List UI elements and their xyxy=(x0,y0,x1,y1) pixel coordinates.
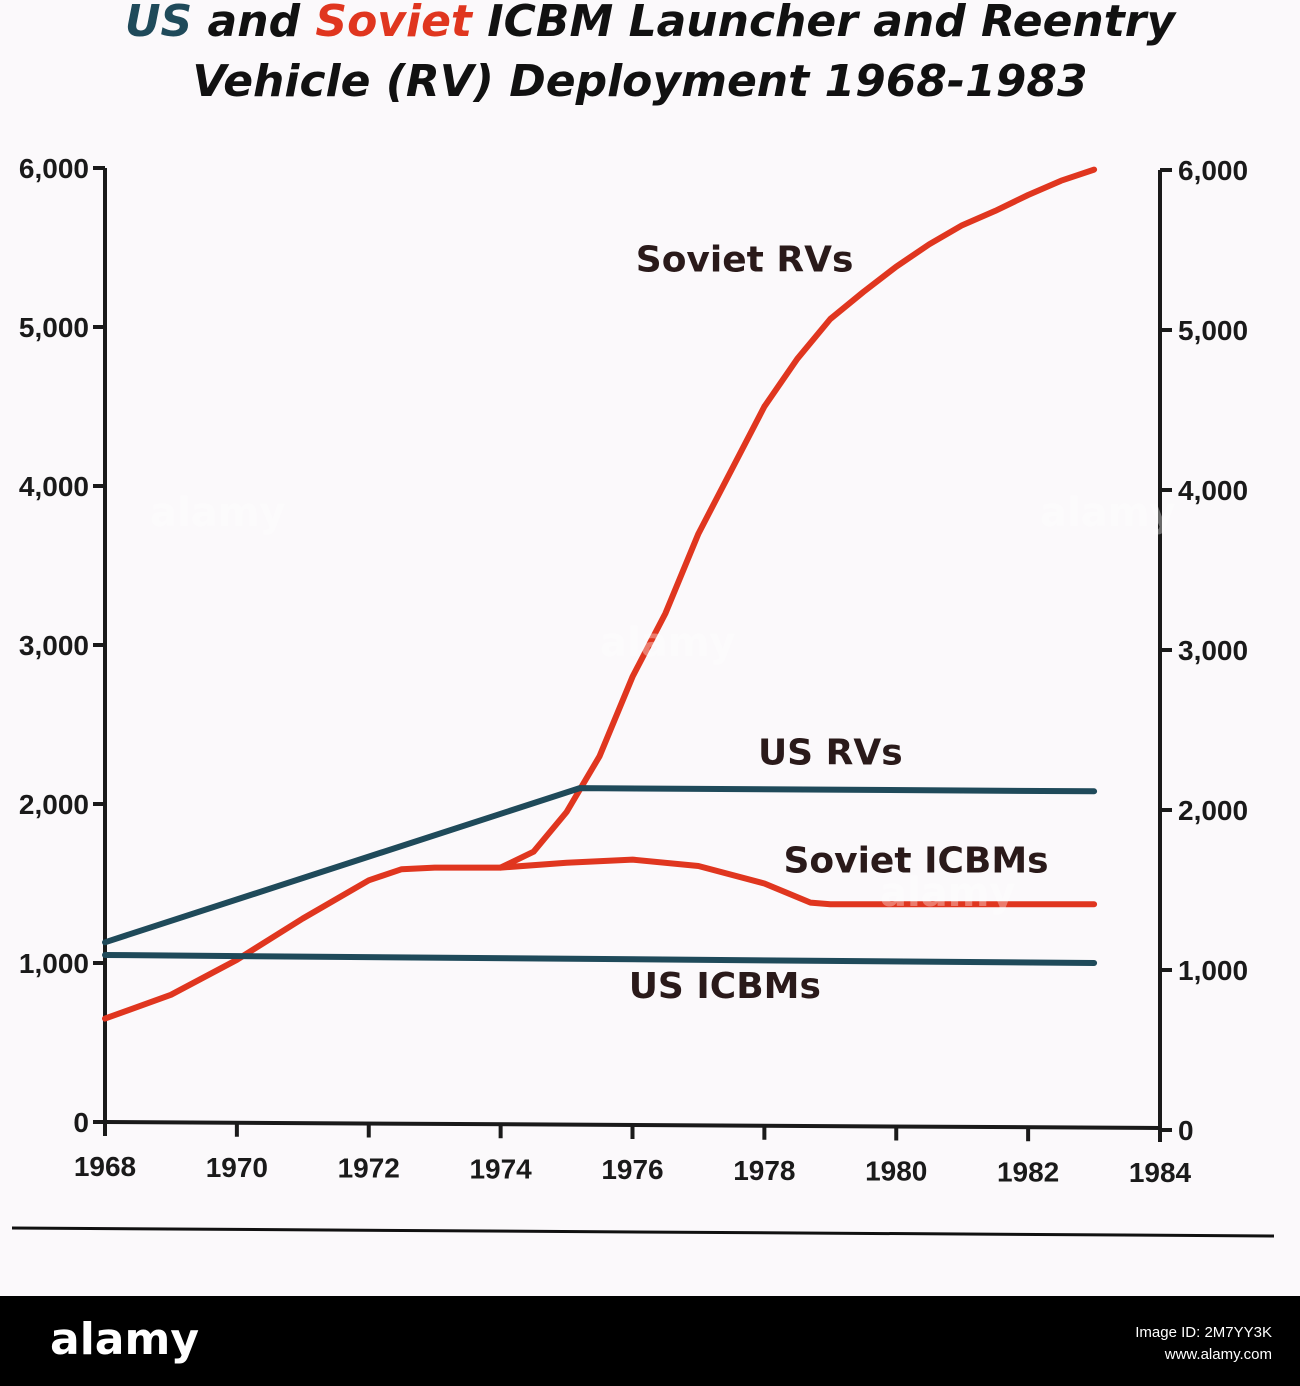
bottom-rule xyxy=(11,1226,1275,1238)
x-tick-label: 1972 xyxy=(338,1153,400,1184)
footer-meta: Image ID: 2M7YY3K www.alamy.com xyxy=(1135,1322,1272,1366)
axes: 0 1,000 2,000 3,000 4,000 5,000 6,000 0 1,000 2,0… xyxy=(19,153,1248,1188)
x-tick-label: 1980 xyxy=(865,1156,927,1187)
site-url: www.alamy.com xyxy=(1164,1346,1272,1363)
title-us-word: US xyxy=(125,0,192,47)
left-y-tick-label: 1,000 xyxy=(19,948,89,979)
x-tick-label: 1978 xyxy=(733,1155,795,1186)
left-y-tick-label: 5,000 xyxy=(19,312,89,343)
x-tick-label: 1968 xyxy=(74,1151,136,1182)
chart-title-line-2: Vehicle (RV) Deployment 1968-1983 xyxy=(192,56,1087,107)
chart-title-line-1: US and Soviet ICBM Launcher and Reentry xyxy=(125,0,1178,47)
x-tick-label: 1974 xyxy=(469,1153,532,1184)
series-line-soviet-icbms xyxy=(497,856,1098,908)
left-y-tick-label: 0 xyxy=(73,1107,89,1138)
series-lines xyxy=(102,166,1098,1022)
title-and-word: and xyxy=(192,0,315,47)
x-tick-label: 1976 xyxy=(601,1154,663,1185)
label-soviet-rvs: Soviet RVs xyxy=(636,239,854,280)
title-rest: ICBM Launcher and Reentry xyxy=(472,0,1178,47)
label-soviet-icbms: Soviet ICBMs xyxy=(783,840,1048,881)
footer-bar xyxy=(0,1296,1300,1386)
footer-logo: alamy xyxy=(50,1314,199,1365)
right-y-tick-label: 3,000 xyxy=(1178,635,1248,666)
series-labels: Soviet RVs US RVs Soviet ICBMs US ICBMs xyxy=(629,239,1049,1007)
right-y-tick-label: 0 xyxy=(1178,1115,1194,1146)
right-y-tick-label: 1,000 xyxy=(1178,955,1248,986)
right-y-tick-label: 2,000 xyxy=(1178,795,1248,826)
right-y-tick-label: 6,000 xyxy=(1178,155,1248,186)
series-line-us-icbms xyxy=(102,952,1098,966)
right-y-tick-label: 4,000 xyxy=(1178,475,1248,506)
title-soviet-word: Soviet xyxy=(315,0,474,47)
x-tick-label: 1982 xyxy=(997,1156,1059,1187)
series-line-soviet-rvs xyxy=(102,166,1098,1022)
left-y-tick-label: 2,000 xyxy=(19,789,89,820)
x-tick-label: 1984 xyxy=(1129,1157,1192,1188)
image-id: Image ID: 2M7YY3K xyxy=(1135,1324,1272,1341)
left-y-tick-label: 6,000 xyxy=(19,153,89,184)
label-us-rvs: US RVs xyxy=(758,732,903,773)
left-y-tick-label: 4,000 xyxy=(19,471,89,502)
label-us-icbms: US ICBMs xyxy=(629,966,821,1007)
chart: US and Soviet ICBM Launcher and Reentry … xyxy=(11,0,1275,1238)
left-y-tick-label: 3,000 xyxy=(19,630,89,661)
right-y-tick-label: 5,000 xyxy=(1178,315,1248,346)
series-line-us-rvs xyxy=(102,785,1098,946)
x-tick-label: 1970 xyxy=(206,1152,268,1183)
